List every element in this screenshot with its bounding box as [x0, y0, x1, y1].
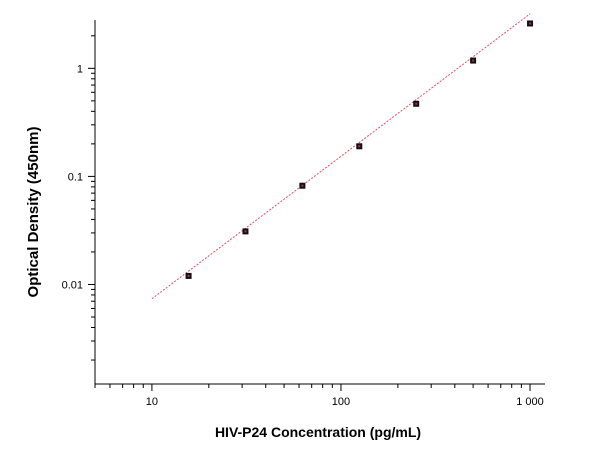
x-axis-title: HIV-P24 Concentration (pg/mL) — [215, 424, 421, 440]
data-point-center — [301, 184, 304, 187]
y-axis-title: Optical Density (450nm) — [25, 127, 42, 298]
y-ticks: 0.01 0.1 1 — [62, 35, 95, 361]
fit-line — [151, 13, 531, 300]
y-tick-label: 0.1 — [68, 171, 83, 183]
fit-line-group — [151, 13, 531, 300]
x-tick-label: 1 000 — [516, 396, 544, 408]
y-tick-label: 0.01 — [62, 279, 83, 291]
plot-area: 10 100 1 000 0.01 0.1 1 — [62, 13, 545, 408]
data-point-center — [187, 274, 190, 277]
data-point-center — [358, 145, 361, 148]
y-tick-label: 1 — [77, 63, 83, 75]
x-tick-label: 100 — [332, 396, 350, 408]
x-tick-label: 10 — [146, 396, 158, 408]
x-ticks: 10 100 1 000 — [94, 384, 544, 408]
data-point-center — [415, 102, 418, 105]
data-points — [185, 20, 534, 279]
data-point-center — [529, 22, 532, 25]
data-point-center — [472, 59, 475, 62]
data-point-center — [244, 230, 247, 233]
